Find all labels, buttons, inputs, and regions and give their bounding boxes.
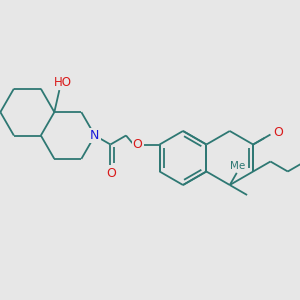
Text: O: O (106, 167, 116, 180)
Text: Me: Me (230, 161, 245, 171)
Text: HO: HO (54, 76, 72, 88)
Text: O: O (133, 138, 142, 151)
Text: O: O (274, 126, 284, 139)
Text: N: N (90, 129, 100, 142)
